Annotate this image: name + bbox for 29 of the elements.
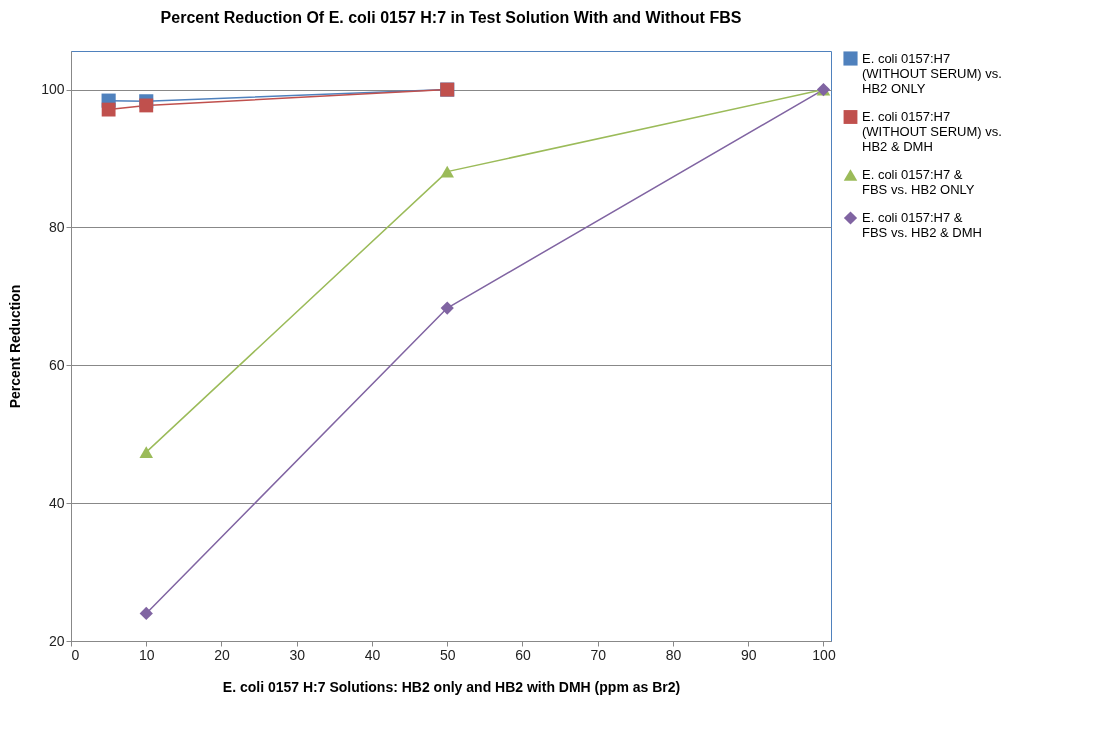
point <box>440 301 454 315</box>
y-tick-label: 40 <box>48 494 65 511</box>
x-tick-label: 0 <box>71 646 80 663</box>
x-tick-label: 30 <box>289 646 306 663</box>
x-axis-title: E. coli 0157 H:7 Solutions: HB2 only and HB2 with DMH (ppm as Br2) <box>222 678 681 695</box>
x-tick-label: 50 <box>439 646 456 663</box>
x-tick-label: 90 <box>740 646 757 663</box>
chart-title: Percent Reduction Of E. coli 0157 H:7 in Test Solution With and Without FBS <box>160 9 742 26</box>
y-tick-label: 60 <box>48 356 65 373</box>
legend-label: E. coli 0157:H7 & FBS vs. HB2 ONLY <box>862 167 975 197</box>
x-tick-label: 60 <box>515 646 531 663</box>
point <box>440 165 455 178</box>
point <box>139 606 153 621</box>
y-tick-label: 20 <box>48 632 65 649</box>
y-axis-title: Percent Reduction <box>7 284 24 409</box>
point <box>101 102 116 117</box>
y-tick-label: 80 <box>48 218 65 235</box>
x-tick-label: 70 <box>590 646 607 663</box>
x-tick-label: 40 <box>364 646 381 663</box>
x-tick-label: 80 <box>665 646 682 663</box>
point <box>139 446 154 459</box>
legend-label: E. coli 0157:H7 (WITHOUT SERUM) vs. HB2 ONLY <box>862 50 1002 96</box>
x-tick-label: 10 <box>138 646 155 663</box>
point <box>139 98 154 113</box>
legend-label: E. coli 0157:H7 (WITHOUT SERUM) vs. HB2 & DMH <box>862 109 1002 154</box>
y-tick-label: 100 <box>41 81 65 98</box>
x-tick-label: 20 <box>214 646 230 663</box>
legend-label: E. coli 0157:H7 & FBS vs. HB2 & DMH <box>862 210 982 240</box>
x-tick-label: 100 <box>812 646 836 663</box>
